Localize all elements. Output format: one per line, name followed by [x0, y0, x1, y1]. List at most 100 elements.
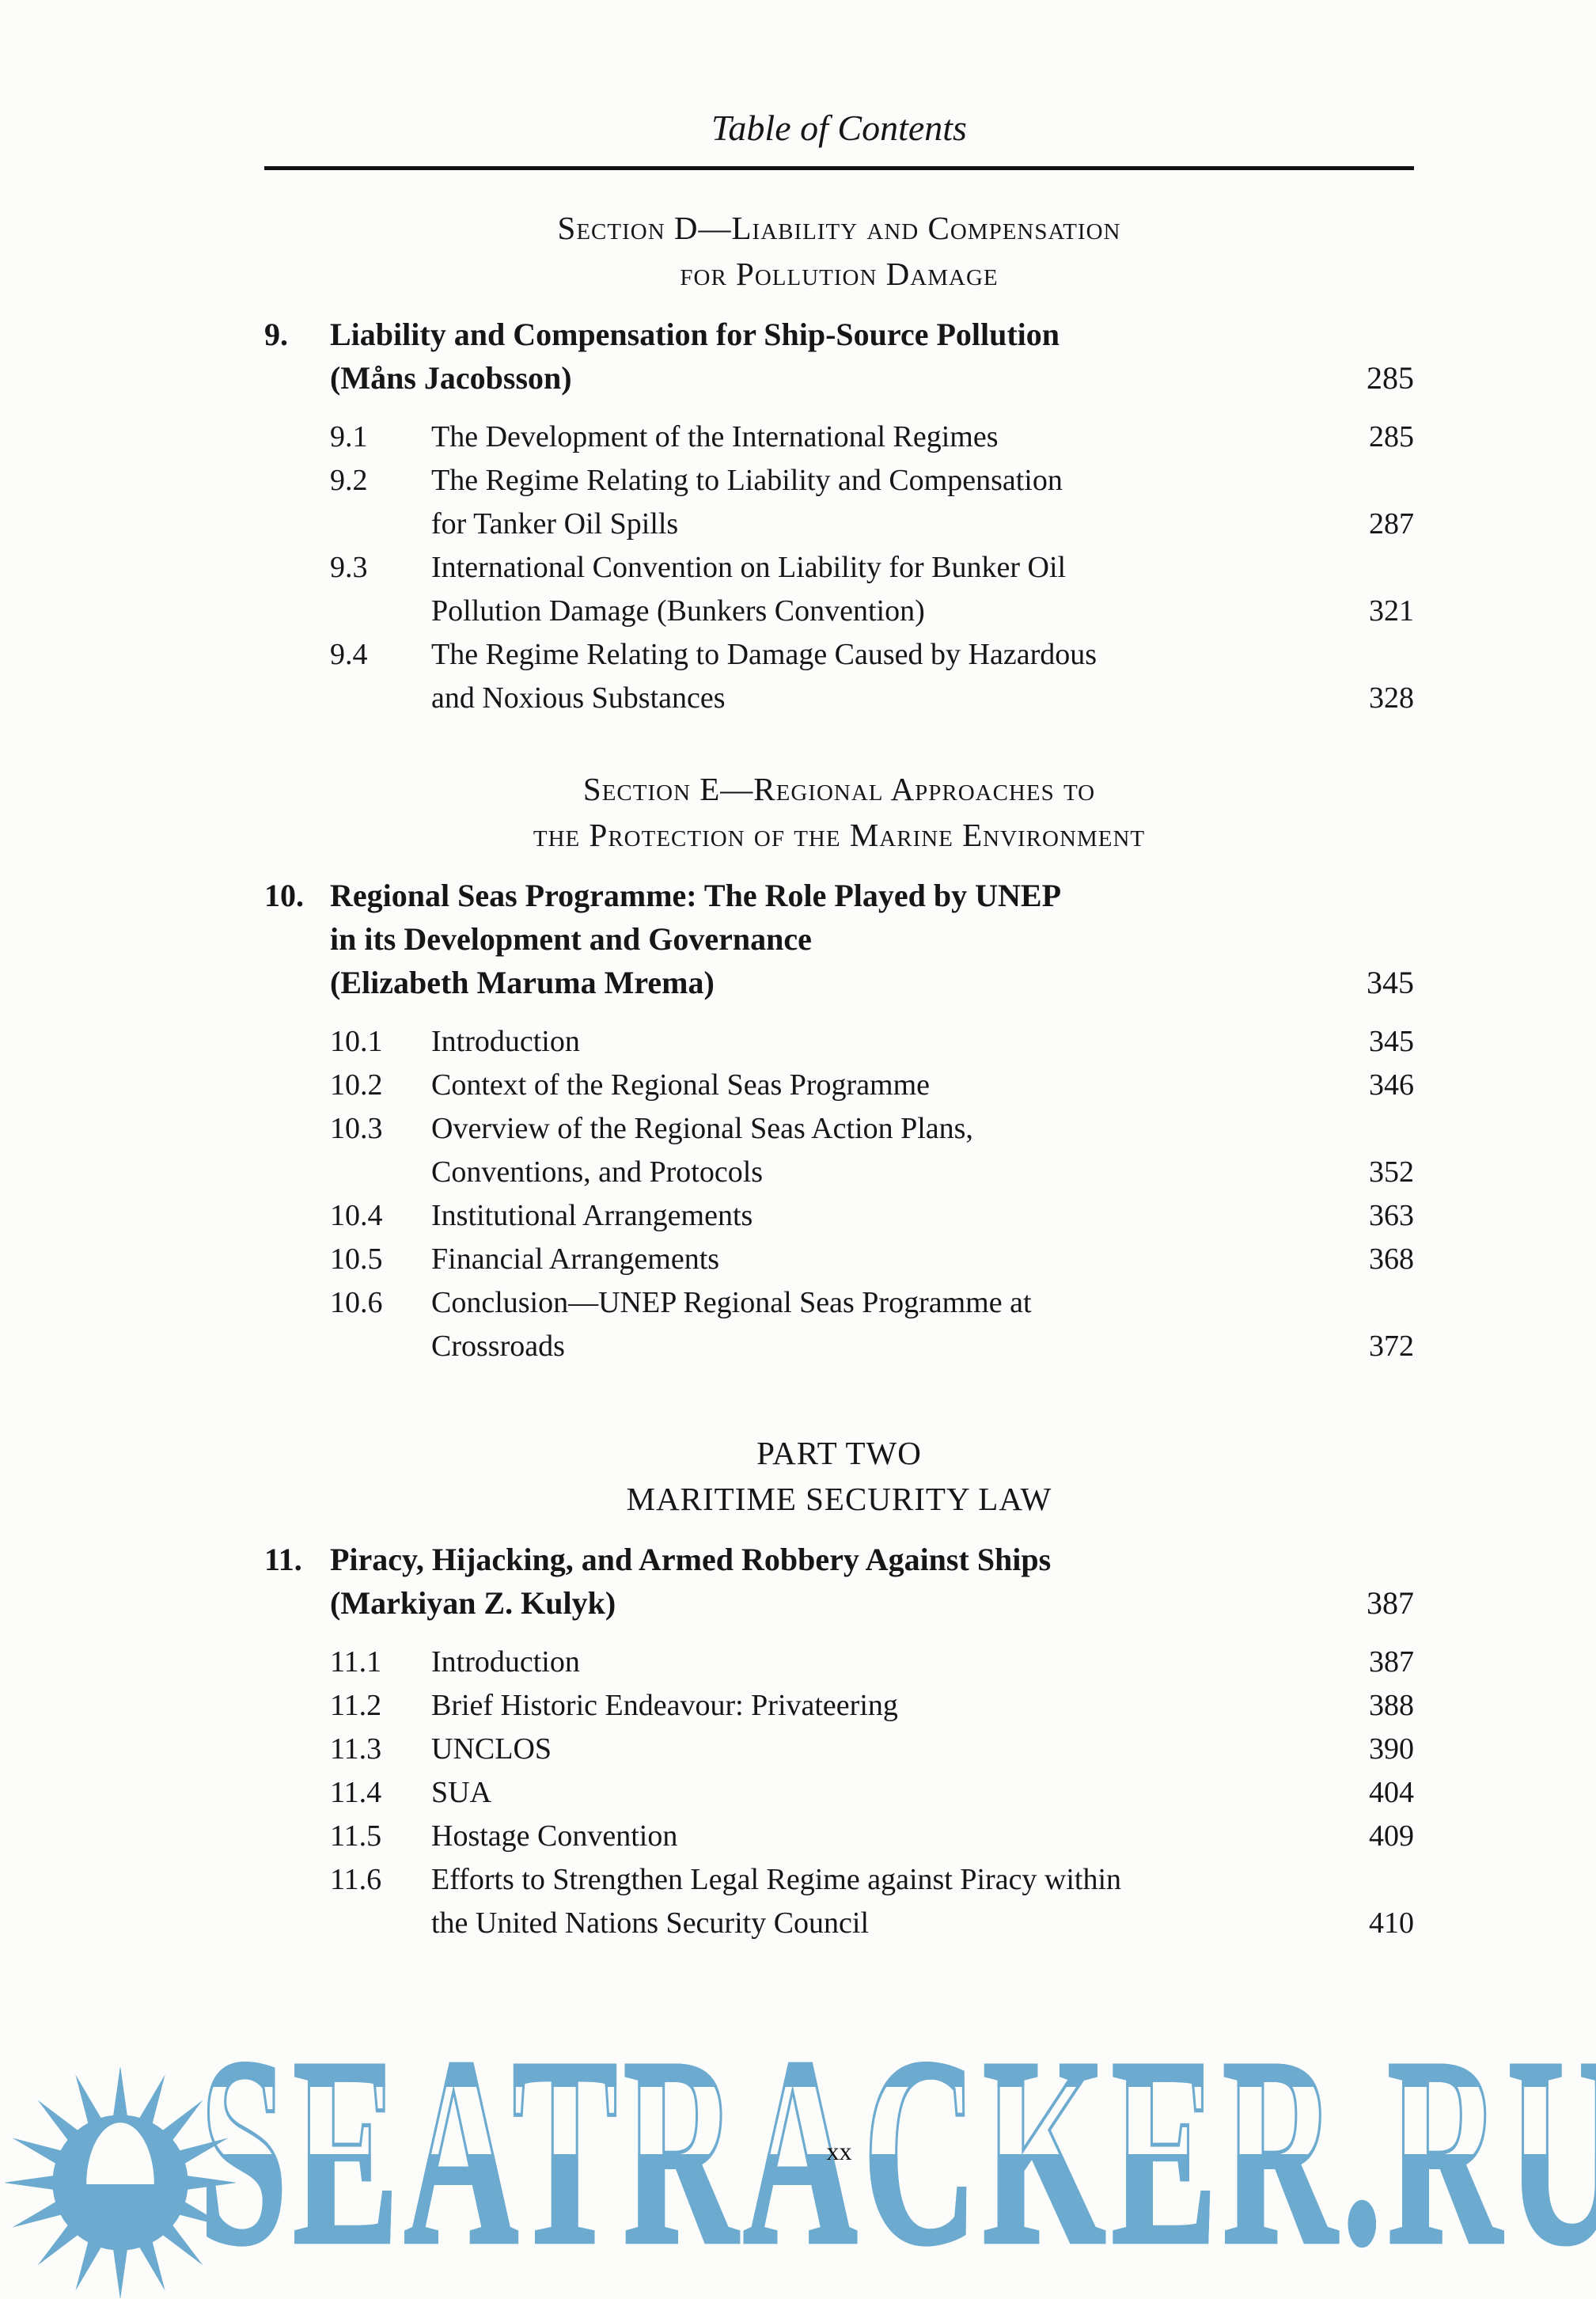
entry-number: 11.1 [330, 1645, 382, 1679]
entry-title-line: Efforts to Strengthen Legal Regime again… [431, 1863, 1122, 1896]
entry-number: 9.3 [330, 551, 368, 584]
subsection-list: 10.1 Introduction 345 10.2 Context of the Re… [264, 1020, 1414, 1368]
entry-page-number: 404 [1369, 1776, 1414, 1809]
entry-title: UNCLOS [431, 1728, 1353, 1771]
entry-title-line: Context of the Regional Seas Programme [431, 1068, 931, 1102]
entry-page-number: 285 [1367, 360, 1414, 396]
section-heading-line: MARITIME SECURITY LAW [626, 1481, 1052, 1517]
entry-title-line: (Markiyan Z. Kulyk) [330, 1585, 616, 1621]
entry-title: Efforts to Strengthen Legal Regime again… [431, 1858, 1353, 1945]
entry-title-line: The Regime Relating to Damage Caused by … [431, 638, 1097, 671]
toc-subsection-entry: 11.3 UNCLOS 390 [264, 1728, 1414, 1771]
entry-title: The Regime Relating to Damage Caused by … [431, 633, 1353, 720]
entry-title-line: Financial Arrangements [431, 1242, 720, 1276]
toc-subsection-entry: 9.4 The Regime Relating to Damage Caused … [264, 633, 1414, 720]
entry-title-line: Pollution Damage (Bunkers Convention) [431, 594, 925, 628]
entry-title: International Convention on Liability fo… [431, 546, 1353, 633]
entry-title: Conclusion—UNEP Regional Seas Programme … [431, 1281, 1353, 1368]
entry-page-number: 388 [1369, 1689, 1414, 1722]
entry-title-line: Brief Historic Endeavour: Privateering [431, 1689, 898, 1722]
entry-page-number: 387 [1369, 1645, 1414, 1679]
section-heading-line: Section D—Liability and Compensation [557, 210, 1121, 246]
entry-title: Brief Historic Endeavour: Privateering [431, 1684, 1353, 1728]
entry-title-line: Introduction [431, 1025, 580, 1058]
entry-number: 11.5 [330, 1819, 382, 1853]
entry-title-line: Piracy, Hijacking, and Armed Robbery Aga… [330, 1542, 1052, 1577]
entry-title-line: Liability and Compensation for Ship-Sour… [330, 317, 1060, 352]
entry-number: 11. [264, 1542, 302, 1577]
subsection-list: 9.1 The Development of the International … [264, 415, 1414, 720]
entry-page-number: 410 [1369, 1906, 1414, 1940]
entry-title: Regional Seas Programme: The Role Played… [330, 874, 1351, 1004]
toc-subsection-entry: 11.4 SUA 404 [264, 1771, 1414, 1815]
entry-number: 11.3 [330, 1732, 382, 1766]
entry-title-line: Conclusion—UNEP Regional Seas Programme … [431, 1286, 1032, 1319]
toc-chapter-entry: 10. Regional Seas Programme: The Role Pla… [264, 874, 1414, 1004]
entry-title-line: UNCLOS [431, 1732, 552, 1766]
entry-title: Introduction [431, 1020, 1353, 1064]
section-heading-line: PART TWO [756, 1435, 922, 1471]
section-heading-line: the Protection of the Marine Environment [533, 817, 1146, 853]
entry-title-line: and Noxious Substances [431, 681, 726, 715]
page-number: xx [826, 2137, 852, 2165]
entry-title: Piracy, Hijacking, and Armed Robbery Aga… [330, 1538, 1351, 1625]
section-heading-line: for Pollution Damage [680, 256, 999, 292]
toc-subsection-entry: 9.2 The Regime Relating to Liability and … [264, 459, 1414, 546]
toc-subsection-entry: 10.3 Overview of the Regional Seas Action… [264, 1107, 1414, 1194]
entry-page-number: 352 [1369, 1155, 1414, 1189]
page-content: Table of Contents Section D—Liability an… [264, 0, 1414, 1945]
entry-title: Financial Arrangements [431, 1238, 1353, 1281]
entry-number: 9.4 [330, 638, 368, 671]
entry-page-number: 285 [1369, 420, 1414, 453]
entry-title: Context of the Regional Seas Programme [431, 1064, 1353, 1107]
entry-title: The Regime Relating to Liability and Com… [431, 459, 1353, 546]
entry-page-number: 363 [1369, 1199, 1414, 1232]
toc-subsection-entry: 10.1 Introduction 345 [264, 1020, 1414, 1064]
toc-subsection-entry: 9.3 International Convention on Liability… [264, 546, 1414, 633]
entry-title-line: The Development of the International Reg… [431, 420, 999, 453]
sun-logo-icon [5, 2067, 236, 2298]
toc-subsection-entry: 10.6 Conclusion—UNEP Regional Seas Progra… [264, 1281, 1414, 1368]
entry-title: SUA [431, 1771, 1353, 1815]
entry-page-number: 345 [1369, 1025, 1414, 1058]
entry-title-line: The Regime Relating to Liability and Com… [431, 464, 1063, 497]
section-heading: Section E—Regional Approaches to the Prot… [264, 766, 1414, 858]
entry-title-line: Conventions, and Protocols [431, 1155, 764, 1189]
entry-title-line: the United Nations Security Council [431, 1906, 870, 1940]
entry-number: 9.2 [330, 464, 368, 497]
entry-number: 10.3 [330, 1112, 383, 1145]
table-of-contents: Section D—Liability and Compensation for … [264, 205, 1414, 1945]
entry-title-line: Institutional Arrangements [431, 1199, 753, 1232]
entry-page-number: 387 [1367, 1585, 1414, 1621]
entry-title: Hostage Convention [431, 1815, 1353, 1858]
entry-title-line: Crossroads [431, 1330, 565, 1363]
entry-title-line: Overview of the Regional Seas Action Pla… [431, 1112, 973, 1145]
entry-title-line: in its Development and Governance [330, 921, 812, 957]
entry-page-number: 409 [1369, 1819, 1414, 1853]
entry-page-number: 368 [1369, 1242, 1414, 1276]
toc-subsection-entry: 11.1 Introduction 387 [264, 1641, 1414, 1684]
entry-page-number: 321 [1369, 594, 1414, 628]
entry-number: 10.4 [330, 1199, 383, 1232]
entry-title: The Development of the International Reg… [431, 415, 1353, 459]
entry-number: 10.1 [330, 1025, 383, 1058]
entry-page-number: 346 [1369, 1068, 1414, 1102]
entry-title-line: Introduction [431, 1645, 580, 1679]
entry-page-number: 287 [1369, 507, 1414, 541]
entry-number: 10.6 [330, 1286, 383, 1319]
entry-title: Overview of the Regional Seas Action Pla… [431, 1107, 1353, 1194]
entry-page-number: 345 [1367, 965, 1414, 1000]
entry-title: Institutional Arrangements [431, 1194, 1353, 1238]
toc-subsection-entry: 11.6 Efforts to Strengthen Legal Regime a… [264, 1858, 1414, 1945]
entry-number: 11.6 [330, 1863, 382, 1896]
toc-subsection-entry: 9.1 The Development of the International … [264, 415, 1414, 459]
entry-title-line: International Convention on Liability fo… [431, 551, 1067, 584]
entry-page-number: 328 [1369, 681, 1414, 715]
toc-subsection-entry: 11.2 Brief Historic Endeavour: Privateeri… [264, 1684, 1414, 1728]
section-heading: Section D—Liability and Compensation for … [264, 205, 1414, 297]
section-heading-line: Section E—Regional Approaches to [582, 771, 1096, 807]
toc-subsection-entry: 10.5 Financial Arrangements 368 [264, 1238, 1414, 1281]
section-heading: PART TWO MARITIME SECURITY LAW [264, 1430, 1414, 1522]
page-title: Table of Contents [711, 108, 967, 148]
